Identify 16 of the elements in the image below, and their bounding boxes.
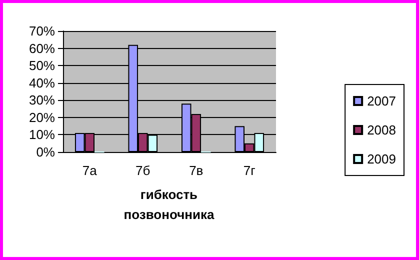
y-tick-label: 10% bbox=[28, 127, 56, 142]
y-tick-label: 20% bbox=[28, 110, 56, 125]
x-tick-label: 7б bbox=[136, 163, 150, 178]
x-tick-label: 7а bbox=[82, 163, 98, 178]
x-axis-title: гибкость позвоночника bbox=[122, 186, 216, 224]
y-tick-label: 0% bbox=[36, 144, 56, 160]
x-tick-label: 7г bbox=[243, 163, 256, 178]
legend-label: 2009 bbox=[367, 152, 396, 166]
legend-label: 2007 bbox=[367, 94, 396, 108]
x-tick-label: 7в bbox=[189, 163, 204, 178]
legend-label: 2008 bbox=[367, 122, 396, 138]
y-tick-label: 30% bbox=[28, 92, 56, 108]
y-tick-label: 50% bbox=[28, 58, 56, 74]
y-tick-label: 60% bbox=[28, 40, 56, 56]
y-tick-label: 70% bbox=[28, 24, 56, 38]
y-tick-label: 40% bbox=[28, 75, 56, 90]
